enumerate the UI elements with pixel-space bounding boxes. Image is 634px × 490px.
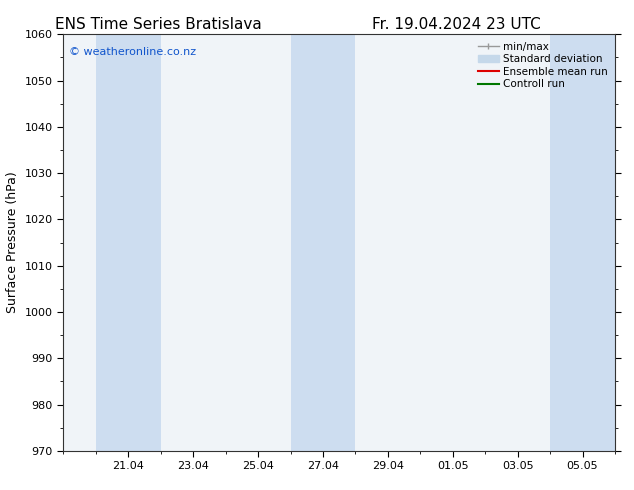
Bar — [290, 34, 356, 451]
Bar — [550, 34, 615, 451]
Text: © weatheronline.co.nz: © weatheronline.co.nz — [69, 47, 196, 57]
Legend: min/max, Standard deviation, Ensemble mean run, Controll run: min/max, Standard deviation, Ensemble me… — [476, 40, 610, 92]
Text: ENS Time Series Bratislava: ENS Time Series Bratislava — [55, 17, 262, 32]
Y-axis label: Surface Pressure (hPa): Surface Pressure (hPa) — [6, 172, 19, 314]
Text: Fr. 19.04.2024 23 UTC: Fr. 19.04.2024 23 UTC — [372, 17, 541, 32]
Bar — [96, 34, 161, 451]
